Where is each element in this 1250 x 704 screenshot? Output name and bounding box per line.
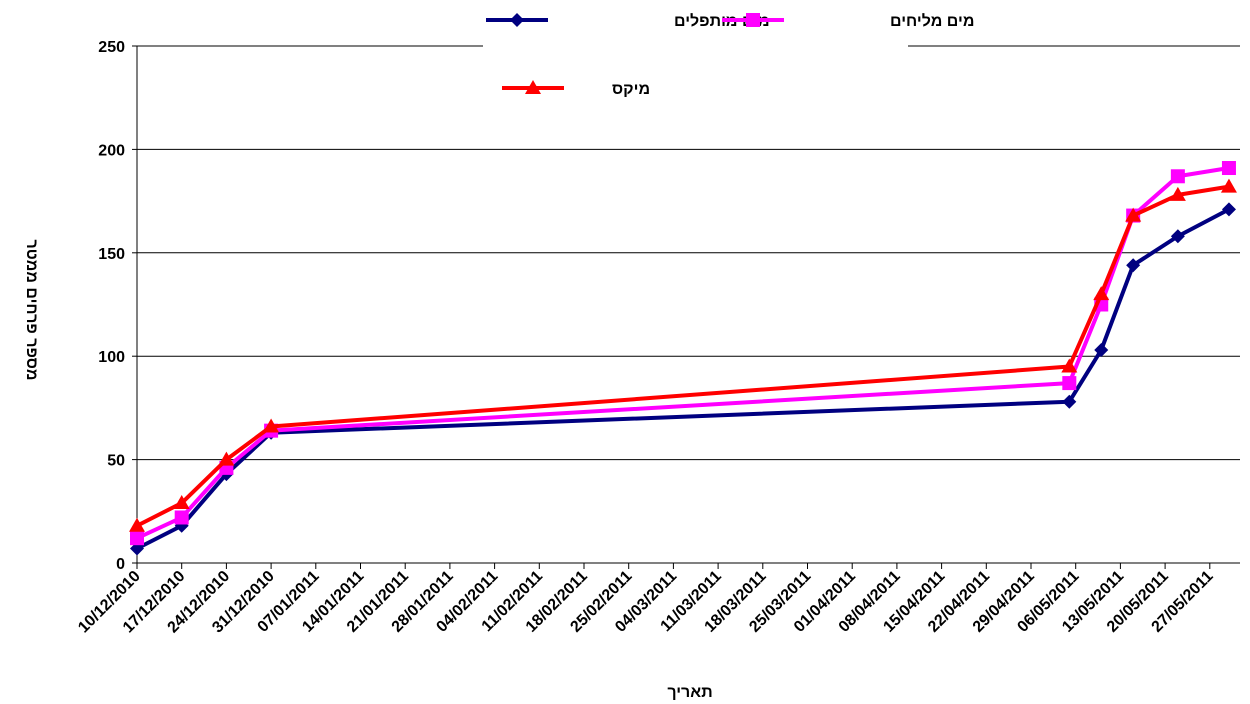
y-tick-label: 200: [98, 142, 125, 159]
data-point-square: [174, 510, 189, 525]
data-point-triangle: [1093, 286, 1110, 301]
data-point-triangle: [218, 451, 235, 466]
y-tick-label: 100: [98, 349, 125, 366]
data-point-diamond: [1126, 258, 1141, 273]
data-point-triangle: [129, 517, 145, 532]
legend: מים מותפלים מים מליחים מיקס: [486, 12, 974, 98]
data-point-diamond: [510, 13, 524, 27]
data-point-square: [746, 13, 760, 27]
gridlines: [137, 45, 1240, 461]
y-axis-title: מספר פרחים ממטר: [23, 239, 40, 380]
data-point-square: [1062, 376, 1077, 391]
data-point-triangle: [173, 495, 190, 510]
data-point-diamond: [1170, 229, 1185, 244]
data-point-triangle: [525, 80, 541, 94]
series-group: [130, 161, 1236, 546]
legend-label: מים מליחים: [890, 12, 974, 30]
data-point-triangle: [1061, 358, 1078, 373]
legend-item: מיקס: [502, 80, 650, 98]
y-tick-label: 50: [107, 453, 125, 470]
legend-item: מים מליחים: [722, 12, 974, 30]
data-point-square: [130, 531, 144, 546]
series-lines: [129, 161, 1237, 556]
series-group: [129, 178, 1237, 532]
data-point-diamond: [1094, 342, 1109, 357]
y-tick-label: 0: [116, 556, 125, 573]
data-point-diamond: [1062, 394, 1077, 409]
data-point-diamond: [1221, 202, 1236, 217]
data-point-square: [1221, 161, 1236, 176]
data-point-triangle: [1169, 186, 1186, 201]
x-axis-title: תאריך: [667, 684, 712, 701]
series-line: [136, 166, 1230, 540]
data-point-triangle: [263, 418, 280, 433]
axes: 05010015020025010/12/201017/12/201024/12…: [75, 39, 1240, 636]
data-point-triangle: [1125, 207, 1142, 222]
y-tick-label: 150: [98, 246, 125, 263]
data-point-square: [1170, 169, 1185, 184]
legend-item: מים מותפלים: [486, 12, 770, 30]
legend-label: מיקס: [612, 81, 650, 98]
legend-label: מים מותפלים: [674, 12, 770, 30]
data-point-triangle: [1220, 178, 1237, 193]
y-tick-label: 250: [98, 39, 125, 56]
